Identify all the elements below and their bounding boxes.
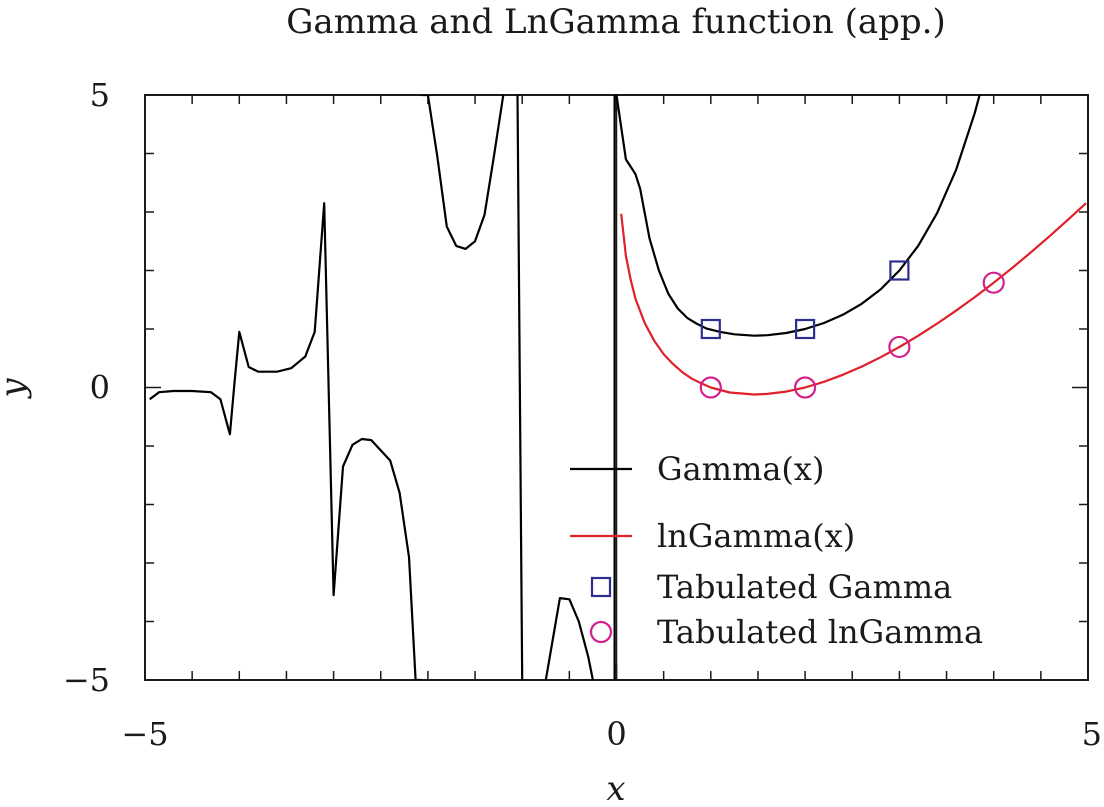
- legend-label: Gamma(x): [657, 450, 824, 488]
- legend-label: Tabulated lnGamma: [657, 613, 983, 651]
- axis-ticks: [144, 94, 1089, 681]
- legend-label: lnGamma(x): [657, 517, 855, 555]
- gamma-line: [516, 95, 524, 680]
- tick-labels: −5 0 5 5 0 −5: [63, 76, 1102, 753]
- y-axis-label: y: [0, 378, 33, 400]
- lngamma-line: [620, 202, 1087, 396]
- gamma-line: [149, 202, 422, 680]
- tabulated-lngamma-marker: [888, 335, 911, 359]
- gamma-line: [544, 597, 594, 680]
- y-tick-label: 0: [90, 369, 110, 407]
- tabulated-lngamma-marker: [982, 271, 1005, 294]
- x-tick-label: 5: [1082, 715, 1102, 753]
- tabulated-lngamma-marker: [699, 376, 722, 399]
- series-lines: [149, 95, 1087, 680]
- x-axis-label: x: [606, 769, 625, 807]
- chart-title: Gamma and LnGamma function (app.): [286, 2, 945, 42]
- tabulated-lngamma-marker: [793, 376, 817, 399]
- x-tick-label: −5: [121, 715, 168, 753]
- y-tick-label: −5: [63, 661, 110, 699]
- legend: Gamma(x) lnGamma(x) Tabulated Gamma Tabulat…: [570, 450, 983, 651]
- y-tick-label: 5: [90, 76, 110, 114]
- gamma-line: [615, 95, 981, 337]
- gamma-line: [421, 95, 505, 250]
- tabulated-gamma-marker: [889, 260, 910, 281]
- legend-label: Tabulated Gamma: [657, 568, 952, 606]
- legend-swatch-square: [590, 576, 612, 598]
- tabulated-gamma-marker: [700, 318, 721, 340]
- tabulated-gamma-marker: [794, 318, 816, 340]
- series-layer: [149, 95, 1087, 680]
- legend-swatch-circle: [589, 620, 613, 644]
- x-tick-label: 0: [606, 715, 626, 753]
